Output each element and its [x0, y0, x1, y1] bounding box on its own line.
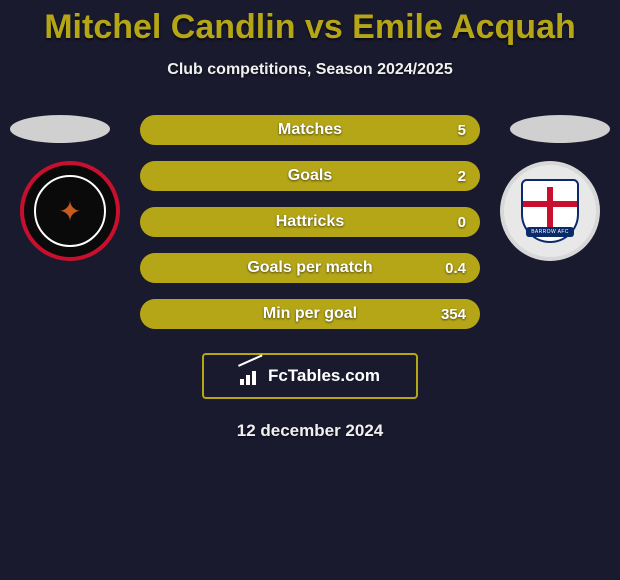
stat-row: Goals per match 0.4	[140, 253, 480, 283]
stat-row: Matches 5	[140, 115, 480, 145]
crest-left-ring: ✦	[34, 175, 106, 247]
stat-label: Goals	[140, 167, 480, 185]
stat-row: Min per goal 354	[140, 299, 480, 329]
stat-value-right: 354	[441, 306, 466, 323]
stat-label: Goals per match	[140, 259, 480, 277]
bar-chart-icon	[240, 367, 262, 385]
club-crest-right: BARROW AFC	[500, 161, 600, 261]
swift-bird-icon: ✦	[58, 195, 81, 228]
stat-label: Matches	[140, 121, 480, 139]
stat-row: Goals 2	[140, 161, 480, 191]
stat-label: Hattricks	[140, 213, 480, 231]
stat-value-right: 2	[458, 168, 466, 185]
stat-label: Min per goal	[140, 305, 480, 323]
stat-value-right: 0	[458, 214, 466, 231]
page-subtitle: Club competitions, Season 2024/2025	[0, 61, 620, 79]
shield-band: BARROW AFC	[526, 227, 574, 237]
date-text: 12 december 2024	[0, 421, 620, 441]
club-crest-left: ✦	[20, 161, 120, 261]
stat-value-right: 0.4	[445, 260, 466, 277]
brand-text: FcTables.com	[268, 366, 380, 386]
page-title: Mitchel Candlin vs Emile Acquah	[0, 0, 620, 47]
player-left-ellipse	[10, 115, 110, 143]
brand-box[interactable]: FcTables.com	[202, 353, 418, 399]
comparison-content: ✦ BARROW AFC Matches 5 Goals 2 Hattricks…	[0, 115, 620, 441]
crest-right-shield: BARROW AFC	[521, 179, 579, 243]
player-right-ellipse	[510, 115, 610, 143]
stat-row: Hattricks 0	[140, 207, 480, 237]
stat-value-right: 5	[458, 122, 466, 139]
